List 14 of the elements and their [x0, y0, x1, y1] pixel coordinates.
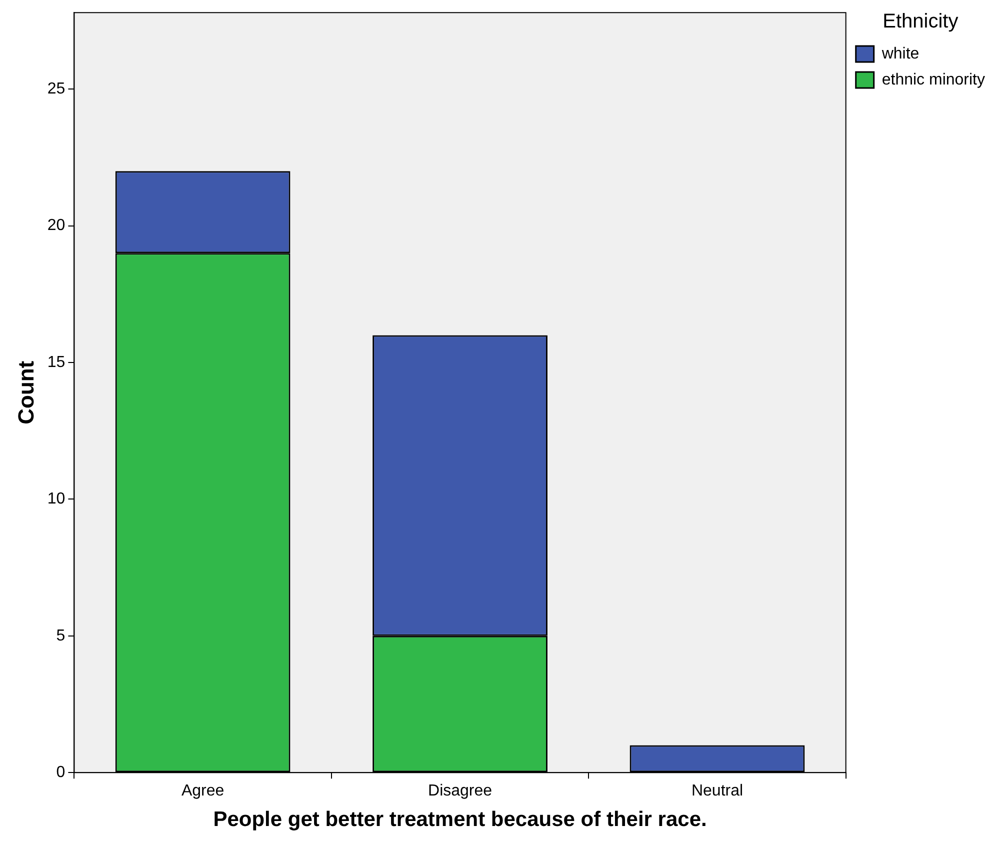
y-tick-label: 0 — [56, 764, 66, 782]
x-tick-label: Disagree — [428, 782, 492, 800]
y-tick-label: 25 — [47, 80, 66, 98]
legend-title: Ethnicity — [882, 10, 958, 33]
legend-label: white — [880, 45, 920, 62]
legend-label: ethnic minority — [882, 71, 986, 88]
x-tick-label: Agree — [181, 782, 224, 800]
x-axis-title: People get better treatment because of their race. — [213, 808, 707, 832]
y-tick-label: 5 — [56, 627, 66, 644]
x-tick-label: Neutral — [691, 782, 744, 800]
y-axis-title: Count — [13, 360, 38, 424]
y-tick-label: 10 — [47, 490, 66, 508]
y-tick-label: 20 — [47, 217, 66, 234]
y-tick-label: 15 — [47, 354, 66, 371]
